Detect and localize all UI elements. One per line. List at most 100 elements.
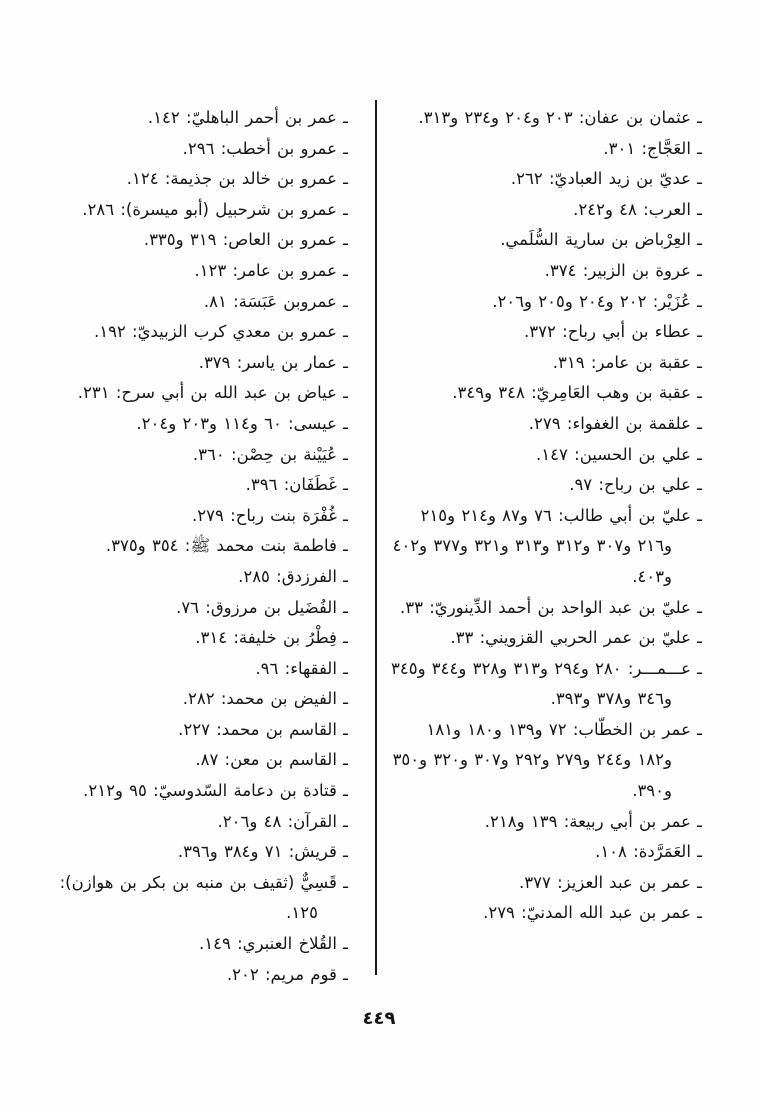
- entry-text: ـ قوم مريم: ٢٠٢.: [226, 964, 348, 984]
- index-entry: ـ فاطمة بنت محمد ﷺ: ٣٥٤ و٣٧٥.: [40, 531, 348, 562]
- entry-text: ـ غُفْرَة بنت رباح: ٢٧٩.: [192, 505, 348, 525]
- index-entry: ـ عليّ بن أبي طالب: ٧٦ و٨٧ و٢١٤ و٢١٥ و٢١…: [386, 501, 702, 593]
- index-entry: ـ العَجَّاج: ٣٠١.: [386, 134, 702, 165]
- entry-text: ـ عليّ بن عبد الواحد بن أحمد الدِّينوريّ…: [399, 597, 702, 617]
- entry-text: ـ فِطْرُ بن خليفة: ٣١٤.: [195, 628, 348, 648]
- entry-text: ـ علقمة بن الغفواء: ٢٧٩.: [528, 413, 702, 433]
- entry-text: ـ عمرو بن أخطب: ٢٩٦.: [182, 138, 348, 158]
- index-entry: ـ فِطْرُ بن خليفة: ٣١٤.: [40, 623, 348, 654]
- entry-text: ـ قريش: ٧١ و٣٨٤ و٣٩٦.: [177, 842, 348, 862]
- index-entry: ـ عُزَيْر: ٢٠٢ و٢٠٤ و٢٠٥ و٢٠٦.: [386, 287, 702, 318]
- index-entry: ـ الفُضَيل بن مرزوق: ٧٦.: [40, 593, 348, 624]
- entry-text: ـ العِرْباض بن سارية السُّلَمي.: [500, 230, 702, 250]
- index-entry: ـ القاسم بن معن: ٨٧.: [40, 745, 348, 776]
- index-entry: ـ عديّ بن زيد العباديّ: ٢٦٢.: [386, 164, 702, 195]
- entry-text: ـ عديّ بن زيد العباديّ: ٢٦٢.: [510, 169, 702, 189]
- index-entry: ـ عثمان بن عفان: ٢٠٣ و٢٠٤ و٢٣٤ و٣١٣.: [386, 103, 702, 134]
- entry-text: ـ علي بن الحسين: ١٤٧.: [536, 444, 702, 464]
- entry-text: ـ الفيض بن محمد: ٢٨٢.: [182, 689, 348, 709]
- entry-text: ـ عمرو بن معدي كرب الزبيديّ: ١٩٢.: [93, 322, 348, 342]
- index-entry: ـ علي بن الحسين: ١٤٧.: [386, 440, 702, 471]
- page-number: ٤٤٩: [362, 1008, 396, 1029]
- index-entry: ـ الفيض بن محمد: ٢٨٢.: [40, 684, 348, 715]
- index-entry: ـ القرآن: ٤٨ و٢٠٦.: [40, 807, 348, 838]
- index-column-right: ـ عثمان بن عفان: ٢٠٣ و٢٠٤ و٢٣٤ و٣١٣. ـ ا…: [386, 103, 702, 929]
- index-entry: ـ عمرو بن العاص: ٣١٩ و٣٣٥.: [40, 225, 348, 256]
- index-entry: ـ عمار بن ياسر: ٣٧٩.: [40, 348, 348, 379]
- index-column-left: ـ عمر بن أحمر الباهليّ: ١٤٢. ـ عمرو بن أ…: [40, 103, 348, 990]
- index-entry: ـ غُفْرَة بنت رباح: ٢٧٩.: [40, 501, 348, 532]
- index-entry: ـ القُلاخ العنبري: ١٤٩.: [40, 929, 348, 960]
- entry-text: ـ عقبة بن وهب العَامِريّ: ٣٤٨ و٣٤٩.: [452, 383, 702, 403]
- column-divider-rule: [375, 100, 377, 975]
- index-entry: ـ عليّ بن عمر الحربي القزويني: ٣٣.: [386, 623, 702, 654]
- entry-text: ـ عطاء بن أبي رباح: ٣٧٢.: [524, 322, 702, 342]
- entry-text: ـ عثمان بن عفان: ٢٠٣ و٢٠٤ و٢٣٤ و٣١٣.: [418, 108, 702, 127]
- index-entry: ـ قتادة بن دعامة السّدوسيّ: ٩٥ و٢١٢.: [40, 776, 348, 807]
- index-entry: ـ عمرو بن أخطب: ٢٩٦.: [40, 134, 348, 165]
- entry-text: ـ قَسِيٌّ (ثقيف بن منبه بن بكر بن هوازن)…: [59, 872, 348, 923]
- index-entry: ـ قريش: ٧١ و٣٨٤ و٣٩٦.: [40, 837, 348, 868]
- index-entry: ـ عروة بن الزبير: ٣٧٤.: [386, 256, 702, 287]
- entry-text: ـ عمرو بن شرحبيل (أبو ميسرة): ٢٨٦.: [82, 199, 348, 219]
- entry-text: ـ عمرو بن العاص: ٣١٩ و٣٣٥.: [143, 230, 348, 250]
- index-entry: ـ علقمة بن الغفواء: ٢٧٩.: [386, 409, 702, 440]
- index-entry: ـ عمر بن عبد العزيز: ٣٧٧.: [386, 868, 702, 899]
- entry-text: ـ عُزَيْر: ٢٠٢ و٢٠٤ و٢٠٥ و٢٠٦.: [492, 291, 702, 311]
- index-entry: ـ قوم مريم: ٢٠٢.: [40, 960, 348, 991]
- entry-text: ـ العَمَرَّدة: ١٠٨.: [595, 842, 702, 862]
- entry-text: ـ عمر بن الخطّاب: ٧٢ و١٣٩ و١٨٠ و١٨١ و١٨٢…: [392, 719, 702, 801]
- entry-text: ـ العَجَّاج: ٣٠١.: [603, 138, 702, 158]
- entry-text: ـ عمر بن أبي ربيعة: ١٣٩ و٢١٨.: [484, 811, 702, 831]
- entry-text: ـ الفُضَيل بن مرزوق: ٧٦.: [176, 597, 348, 617]
- index-entry: ـ عـــمـــر: ٢٨٠ و٢٩٤ و٣١٣ و٣٢٨ و٣٤٤ و٣٤…: [386, 654, 702, 715]
- entry-text: ـ عـــمـــر: ٢٨٠ و٢٩٤ و٣١٣ و٣٢٨ و٣٤٤ و٣٤…: [390, 658, 702, 709]
- index-entry: ـ العرب: ٤٨ و٢٤٢.: [386, 195, 702, 226]
- entry-text: ـ القرآن: ٤٨ و٢٠٦.: [217, 811, 348, 831]
- index-entry: ـ عمر بن الخطّاب: ٧٢ و١٣٩ و١٨٠ و١٨١ و١٨٢…: [386, 715, 702, 807]
- entry-text: ـ عمرو بن خالد بن جذيمة: ١٢٤.: [126, 169, 348, 189]
- entry-text: ـ عليّ بن عمر الحربي القزويني: ٣٣.: [450, 628, 702, 648]
- entry-text: ـ القاسم بن معن: ٨٧.: [195, 750, 348, 770]
- index-entry: ـ القاسم بن محمد: ٢٢٧.: [40, 715, 348, 746]
- index-entry: ـ عقبة بن وهب العَامِريّ: ٣٤٨ و٣٤٩.: [386, 378, 702, 409]
- index-entry: ـ عقبة بن عامر: ٣١٩.: [386, 348, 702, 379]
- index-entry: ـ عطاء بن أبي رباح: ٣٧٢.: [386, 317, 702, 348]
- entry-text: ـ فاطمة بنت محمد ﷺ: ٣٥٤ و٣٧٥.: [105, 536, 348, 556]
- index-entry: ـ عياض بن عبد الله بن أبي سرح: ٢٣١.: [40, 378, 348, 409]
- entry-text: ـ الفقهاء: ٩٦.: [255, 658, 348, 678]
- entry-text: ـ عمر بن عبد الله المدنيّ: ٢٧٩.: [483, 903, 702, 923]
- entry-text: ـ عمر بن أحمر الباهليّ: ١٤٢.: [147, 108, 348, 127]
- index-entry: ـ عمروبن عَبَسَة: ٨١.: [40, 287, 348, 318]
- index-entry: ـ علي بن رباح: ٩٧.: [386, 470, 702, 501]
- index-entry: ـ عمر بن أبي ربيعة: ١٣٩ و٢١٨.: [386, 807, 702, 838]
- entry-text: ـ عمروبن عَبَسَة: ٨١.: [203, 291, 348, 311]
- index-entry: ـ عمرو بن عامر: ١٢٣.: [40, 256, 348, 287]
- index-entry: ـ عليّ بن عبد الواحد بن أحمد الدِّينوريّ…: [386, 593, 702, 624]
- index-entry: ـ العَمَرَّدة: ١٠٨.: [386, 837, 702, 868]
- entry-text: ـ غَطَفَان: ٣٩٦.: [245, 475, 348, 495]
- entry-text: ـ الفرزدق: ٢٨٥.: [238, 566, 348, 586]
- entry-text: ـ عقبة بن عامر: ٣١٩.: [552, 352, 702, 372]
- entry-text: ـ عمر بن عبد العزيز: ٣٧٧.: [519, 872, 702, 892]
- entry-text: ـ عياض بن عبد الله بن أبي سرح: ٢٣١.: [77, 383, 348, 403]
- index-entry: ـ عمرو بن معدي كرب الزبيديّ: ١٩٢.: [40, 317, 348, 348]
- index-entry: ـ الفقهاء: ٩٦.: [40, 654, 348, 685]
- entry-text: ـ علي بن رباح: ٩٧.: [569, 475, 702, 495]
- entry-text: ـ عيسى: ٦٠ و١١٤ و٢٠٣ و٢٠٤.: [136, 413, 348, 433]
- entry-text: ـ عُيَيْنة بن حِصْن: ٣٦٠.: [192, 444, 348, 464]
- index-entry: ـ الفرزدق: ٢٨٥.: [40, 562, 348, 593]
- entry-text: ـ عمرو بن عامر: ١٢٣.: [194, 260, 348, 280]
- entry-text: ـ القاسم بن محمد: ٢٢٧.: [178, 719, 348, 739]
- entry-text: ـ قتادة بن دعامة السّدوسيّ: ٩٥ و٢١٢.: [83, 781, 348, 801]
- index-entry: ـ عمرو بن شرحبيل (أبو ميسرة): ٢٨٦.: [40, 195, 348, 226]
- index-entry: ـ غَطَفَان: ٣٩٦.: [40, 470, 348, 501]
- index-entry: ـ عمر بن عبد الله المدنيّ: ٢٧٩.: [386, 898, 702, 929]
- entry-text: ـ القُلاخ العنبري: ١٤٩.: [199, 934, 348, 954]
- index-entry: ـ عيسى: ٦٠ و١١٤ و٢٠٣ و٢٠٤.: [40, 409, 348, 440]
- index-entry: ـ العِرْباض بن سارية السُّلَمي.: [386, 225, 702, 256]
- entry-text: ـ عمار بن ياسر: ٣٧٩.: [198, 352, 348, 372]
- index-entry: ـ عمر بن أحمر الباهليّ: ١٤٢.: [40, 103, 348, 134]
- entry-text: ـ عليّ بن أبي طالب: ٧٦ و٨٧ و٢١٤ و٢١٥ و٢١…: [392, 505, 702, 586]
